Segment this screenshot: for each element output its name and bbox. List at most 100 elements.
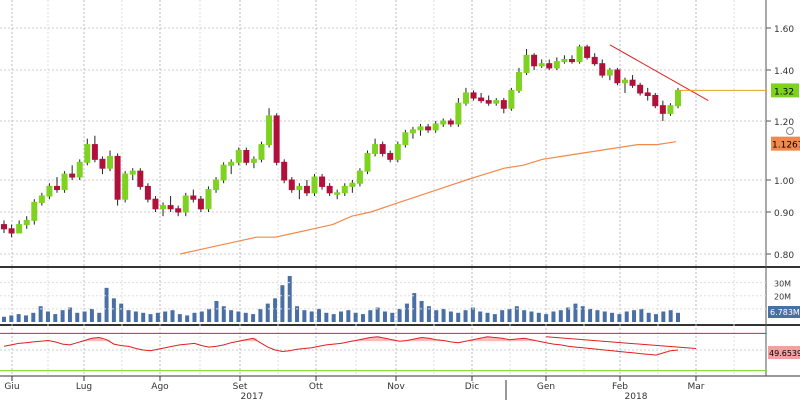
volume-bar [368, 310, 373, 322]
volume-bar [317, 308, 322, 322]
candle [576, 44, 583, 64]
candle-body [455, 102, 462, 125]
volume-bar [287, 276, 292, 322]
candle [91, 135, 98, 163]
volume-bar [478, 311, 483, 322]
candle-body [258, 144, 265, 160]
candle [137, 168, 144, 190]
candle [402, 129, 409, 148]
candle-body [546, 63, 553, 69]
candle [546, 59, 553, 70]
candle [8, 224, 15, 238]
candle [417, 123, 424, 136]
volume-bar [53, 314, 58, 322]
x-tick-label: Set [233, 382, 248, 392]
volume-bar [500, 310, 505, 322]
candle [379, 141, 386, 157]
candle-body [76, 161, 83, 178]
oscillator-shade [469, 339, 477, 342]
candle [394, 141, 401, 163]
candle [508, 87, 515, 111]
volume-bar [177, 314, 182, 322]
candle-body [243, 150, 250, 163]
candle-body [394, 144, 401, 160]
candle-body [606, 69, 613, 76]
candle-body [190, 195, 197, 200]
candle [675, 87, 681, 109]
moving-average-line [179, 141, 677, 255]
candle [334, 189, 341, 200]
candle-body [447, 120, 454, 125]
volume-bar [624, 311, 629, 322]
candle [425, 123, 432, 133]
price-tick-label: 1.00 [774, 177, 794, 187]
candle [652, 92, 659, 109]
oscillator-shade [520, 338, 528, 342]
x-tick-label: Ago [151, 382, 169, 392]
volume-bar [104, 287, 109, 322]
candle [341, 183, 348, 196]
candle-body [675, 89, 681, 107]
volume-bar [214, 300, 219, 322]
candle-body [281, 161, 288, 181]
price-tick-label: 0.80 [774, 251, 794, 261]
candle [568, 55, 575, 64]
volume-bar [492, 314, 497, 322]
volume-bar [639, 308, 644, 322]
price-gridlines: 1.60 1.40 1.20 1.00 0.90 0.80 [0, 25, 794, 261]
candle-body [523, 54, 530, 74]
x-tick-label: Mar [688, 382, 705, 392]
candle [500, 98, 507, 114]
candle-body [144, 185, 151, 200]
volume-tick-label: 20M [774, 293, 791, 302]
volume-bar [243, 312, 248, 322]
oscillator-shade [366, 337, 374, 342]
candle-body [334, 192, 341, 195]
candle-body [515, 72, 522, 91]
oscillator-shade [95, 337, 103, 342]
volume-bar [617, 314, 622, 322]
candle-body [69, 173, 76, 178]
candle [599, 59, 606, 78]
candle-body [364, 152, 371, 172]
volume-bar [199, 311, 204, 322]
volume-bar [610, 312, 615, 322]
volume-bar [661, 311, 666, 322]
candle-body [440, 120, 447, 125]
candle [584, 44, 591, 60]
oscillator-trendline [546, 336, 697, 350]
volume-bar [566, 307, 571, 322]
volume-bar [207, 308, 212, 322]
candle [99, 156, 106, 175]
candle [523, 49, 530, 76]
candle [281, 159, 288, 184]
volume-bar [236, 311, 241, 322]
candle [372, 138, 379, 157]
candle [387, 150, 394, 163]
candle-body [137, 170, 144, 187]
candle-body [250, 158, 257, 163]
candle-body [409, 129, 416, 134]
candle-body [349, 182, 356, 187]
x-tick-label: Nov [387, 382, 405, 392]
volume-bar [573, 303, 578, 322]
x-tick-label: Ott [309, 382, 324, 392]
volume-bar [448, 311, 453, 322]
volume-bar [141, 312, 146, 322]
volume-last-badge: 6.783M [768, 306, 800, 318]
candle [644, 87, 651, 101]
candle [220, 162, 227, 184]
candle [629, 75, 636, 88]
candle-body [129, 170, 136, 175]
x-axis: Giu Lug Ago Set Ott Nov Dic Gen Feb Mar 2017 2018 [4, 376, 705, 402]
candle [273, 113, 280, 166]
moving-average-badge-bg [771, 136, 800, 151]
volume-bar [38, 306, 43, 322]
candle-body [122, 173, 129, 200]
volume-bar [353, 312, 358, 322]
candle [1, 220, 7, 233]
candle [152, 196, 159, 212]
volume-bar [595, 310, 600, 322]
volume-bar [221, 306, 226, 322]
